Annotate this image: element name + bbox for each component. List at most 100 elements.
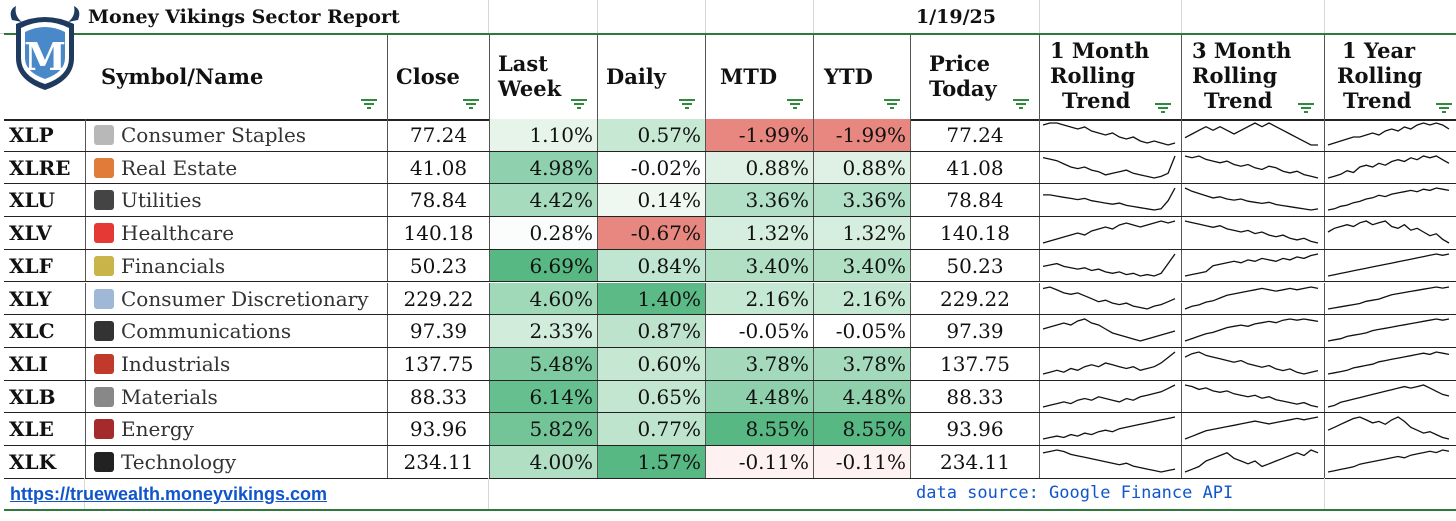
cell-last-week[interactable]: 5.48% <box>490 347 598 380</box>
header-close[interactable]: Close <box>388 35 490 119</box>
cell-name[interactable]: Industrials <box>86 347 388 380</box>
cell-daily[interactable]: 0.60% <box>598 347 706 380</box>
cell-mtd[interactable]: 8.55% <box>706 413 814 445</box>
cell-close[interactable]: 140.18 <box>388 217 490 249</box>
cell-daily[interactable]: -0.67% <box>598 217 706 249</box>
cell-close[interactable]: 41.08 <box>388 151 490 184</box>
cell-close[interactable]: 78.84 <box>388 184 490 217</box>
cell-price[interactable]: 78.84 <box>911 184 1040 217</box>
cell-last-week[interactable]: 6.14% <box>490 380 598 413</box>
cell-close[interactable]: 88.33 <box>388 380 490 413</box>
cell-symbol[interactable]: XLV <box>4 217 86 249</box>
cell-daily[interactable]: 0.57% <box>598 119 706 151</box>
cell-symbol[interactable]: XLB <box>4 380 86 413</box>
cell-name[interactable]: Materials <box>86 380 388 413</box>
filter-icon[interactable] <box>679 99 695 109</box>
cell-name[interactable]: Technology <box>86 446 388 478</box>
cell-symbol[interactable]: XLE <box>4 413 86 445</box>
cell-close[interactable]: 77.24 <box>388 119 490 151</box>
cell-ytd[interactable]: -0.11% <box>814 446 911 478</box>
cell-price[interactable]: 88.33 <box>911 380 1040 413</box>
header-last-week[interactable]: Last Week <box>490 35 598 119</box>
cell-ytd[interactable]: 1.32% <box>814 217 911 249</box>
cell-close[interactable]: 137.75 <box>388 347 490 380</box>
cell-daily[interactable]: -0.02% <box>598 151 706 184</box>
cell-last-week[interactable]: 4.98% <box>490 151 598 184</box>
cell-last-week[interactable]: 4.60% <box>490 282 598 315</box>
truewealth-link[interactable]: https://truewealth.moneyvikings.com <box>10 484 328 504</box>
cell-price[interactable]: 77.24 <box>911 119 1040 151</box>
cell-last-week[interactable]: 6.69% <box>490 249 598 282</box>
cell-daily[interactable]: 1.57% <box>598 446 706 478</box>
cell-symbol[interactable]: XLRE <box>4 151 86 184</box>
cell-close[interactable]: 229.22 <box>388 282 490 315</box>
cell-symbol[interactable]: XLI <box>4 347 86 380</box>
cell-close[interactable]: 97.39 <box>388 315 490 347</box>
cell-ytd[interactable]: 3.78% <box>814 347 911 380</box>
header-price-today[interactable]: Price Today <box>911 35 1040 119</box>
cell-last-week[interactable]: 4.42% <box>490 184 598 217</box>
cell-close[interactable]: 234.11 <box>388 446 490 478</box>
cell-last-week[interactable]: 1.10% <box>490 119 598 151</box>
cell-mtd[interactable]: 3.78% <box>706 347 814 380</box>
cell-ytd[interactable]: 8.55% <box>814 413 911 445</box>
cell-symbol[interactable]: XLU <box>4 184 86 217</box>
header-3-month-trend[interactable]: 3 Month Rolling Trend <box>1182 35 1325 119</box>
cell-name[interactable]: Healthcare <box>86 217 388 249</box>
cell-ytd[interactable]: 4.48% <box>814 380 911 413</box>
cell-daily[interactable]: 0.84% <box>598 249 706 282</box>
header-ytd[interactable]: YTD <box>814 35 911 119</box>
cell-daily[interactable]: 0.87% <box>598 315 706 347</box>
cell-symbol[interactable]: XLY <box>4 282 86 315</box>
cell-mtd[interactable]: -0.05% <box>706 315 814 347</box>
cell-mtd[interactable]: 0.88% <box>706 151 814 184</box>
cell-daily[interactable]: 0.14% <box>598 184 706 217</box>
filter-icon[interactable] <box>361 99 377 109</box>
header-mtd[interactable]: MTD <box>706 35 814 119</box>
cell-last-week[interactable]: 5.82% <box>490 413 598 445</box>
header-1-month-trend[interactable]: 1 Month Rolling Trend <box>1040 35 1182 119</box>
cell-name[interactable]: Communications <box>86 315 388 347</box>
cell-symbol[interactable]: XLK <box>4 446 86 478</box>
cell-symbol[interactable]: XLC <box>4 315 86 347</box>
cell-last-week[interactable]: 4.00% <box>490 446 598 478</box>
filter-icon[interactable] <box>463 99 479 109</box>
filter-icon[interactable] <box>884 99 900 109</box>
cell-close[interactable]: 50.23 <box>388 249 490 282</box>
filter-icon[interactable] <box>1436 103 1452 113</box>
cell-price[interactable]: 234.11 <box>911 446 1040 478</box>
cell-name[interactable]: Utilities <box>86 184 388 217</box>
cell-mtd[interactable]: 3.36% <box>706 184 814 217</box>
cell-daily[interactable]: 1.40% <box>598 282 706 315</box>
cell-symbol[interactable]: XLF <box>4 249 86 282</box>
filter-icon[interactable] <box>571 99 587 109</box>
cell-price[interactable]: 137.75 <box>911 347 1040 380</box>
cell-mtd[interactable]: 1.32% <box>706 217 814 249</box>
cell-ytd[interactable]: 2.16% <box>814 282 911 315</box>
header-1-year-trend[interactable]: 1 Year Rolling Trend <box>1325 35 1456 119</box>
cell-symbol[interactable]: XLP <box>4 119 86 151</box>
cell-name[interactable]: Financials <box>86 249 388 282</box>
cell-mtd[interactable]: 4.48% <box>706 380 814 413</box>
filter-icon[interactable] <box>1155 103 1171 113</box>
cell-price[interactable]: 97.39 <box>911 315 1040 347</box>
cell-price[interactable]: 140.18 <box>911 217 1040 249</box>
cell-last-week[interactable]: 0.28% <box>490 217 598 249</box>
header-daily[interactable]: Daily <box>598 35 706 119</box>
header-symbol-name[interactable]: Symbol/Name <box>4 35 388 119</box>
cell-ytd[interactable]: -0.05% <box>814 315 911 347</box>
cell-name[interactable]: Energy <box>86 413 388 445</box>
cell-mtd[interactable]: 3.40% <box>706 249 814 282</box>
cell-price[interactable]: 229.22 <box>911 282 1040 315</box>
cell-ytd[interactable]: -1.99% <box>814 119 911 151</box>
cell-name[interactable]: Consumer Discretionary <box>86 282 388 315</box>
cell-name[interactable]: Real Estate <box>86 151 388 184</box>
cell-ytd[interactable]: 0.88% <box>814 151 911 184</box>
cell-last-week[interactable]: 2.33% <box>490 315 598 347</box>
cell-name[interactable]: Consumer Staples <box>86 119 388 151</box>
cell-mtd[interactable]: -0.11% <box>706 446 814 478</box>
filter-icon[interactable] <box>1013 99 1029 109</box>
cell-daily[interactable]: 0.77% <box>598 413 706 445</box>
cell-ytd[interactable]: 3.40% <box>814 249 911 282</box>
filter-icon[interactable] <box>1298 103 1314 113</box>
